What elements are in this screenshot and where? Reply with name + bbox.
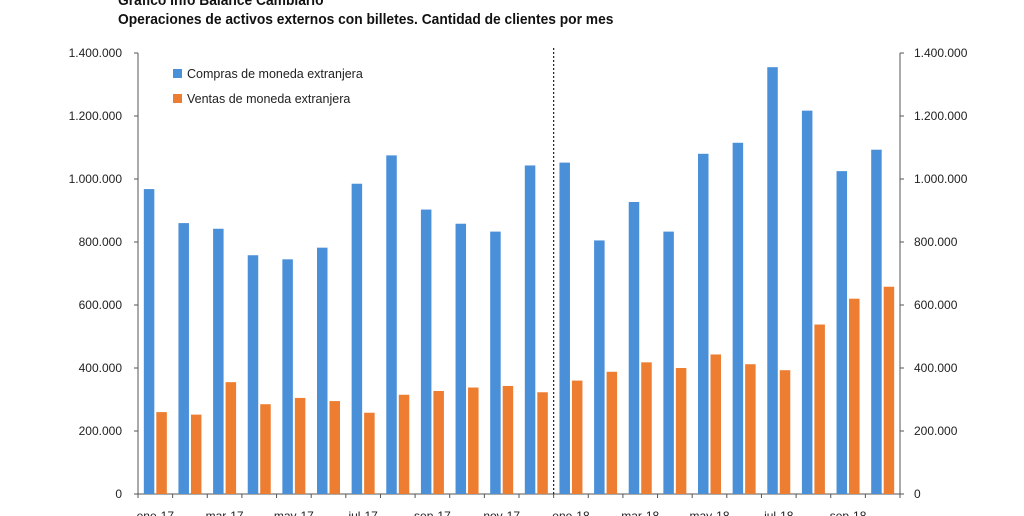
bar-ventas [329,401,340,494]
bar-ventas [641,362,652,494]
bar-compras [351,183,363,494]
bar-ventas [225,382,237,494]
chart-title-block: Gráfico Info Balance Cambiario Operacion… [118,0,657,29]
chart-title: Gráfico Info Balance Cambiario [118,0,324,9]
bar-ventas [779,370,791,494]
bar-ventas [745,364,756,494]
chart-legend: Compras de moneda extranjera Ventas de mo… [173,67,363,106]
y-tick-label-left: 800.000 [79,235,123,249]
bar-compras [836,171,848,494]
bar-ventas [606,371,618,494]
bar-compras [594,240,605,494]
x-tick-label: nov-17 [483,509,520,516]
y-tick-label-left: 0 [115,487,122,501]
bar-ventas [814,324,825,494]
x-tick-label: mar-18 [621,509,659,516]
y-tick-label-right: 800.000 [914,235,958,249]
bar-ventas [710,354,721,494]
y-tick-label-right: 200.000 [914,424,958,438]
bar-compras [178,223,189,494]
legend-label: Ventas de moneda extranjera [187,92,350,106]
chart-subtitle: Operaciones de activos externos con bill… [118,11,614,28]
bar-ventas [433,390,444,494]
bar-compras [455,223,467,495]
bar-compras [732,142,744,494]
bar-ventas [883,286,895,494]
bar-ventas [364,412,375,494]
x-tick-label: jul-17 [347,509,378,516]
y-tick-label-left: 400.000 [79,361,123,375]
y-tick-label-right: 600.000 [914,298,958,312]
chart-bars [143,67,895,495]
x-tick-label: sep-17 [414,509,451,516]
bar-compras [698,153,709,495]
bar-compras [490,231,501,495]
bar-compras [871,149,882,494]
y-tick-label-right: 1.400.000 [914,46,968,60]
y-tick-label-left: 1.200.000 [69,109,123,123]
y-tick-label-right: 1.200.000 [914,109,968,123]
x-tick-label: ene-18 [552,509,590,516]
x-tick-label: jul-18 [763,509,794,516]
bar-compras [143,189,155,494]
bar-ventas [849,298,860,494]
bar-compras [559,162,570,494]
x-tick-label: mar-17 [206,509,244,516]
bar-compras [213,228,224,494]
chart-axes: 0 0 200.000 200.000 400.000 400.000 600.000 600… [69,46,968,516]
bar-compras [317,247,328,494]
bar-ventas [537,392,548,494]
bar-compras [663,231,674,495]
bar-ventas [260,404,271,494]
y-tick-label-left: 1.400.000 [69,46,123,60]
legend-label: Compras de moneda extranjera [187,67,363,81]
bar-ventas [468,387,479,494]
bar-compras [628,201,640,494]
bar-ventas [294,397,306,494]
y-tick-label-right: 400.000 [914,361,958,375]
y-tick-label-left: 600.000 [79,298,123,312]
bar-ventas [502,385,514,494]
bar-compras [767,67,778,495]
x-tick-label: ene-17 [137,509,175,516]
bar-compras [386,155,397,494]
bar-ventas [571,380,583,494]
bar-compras [420,209,432,494]
y-tick-label-right: 1.000.000 [914,172,968,186]
bar-ventas [190,414,202,494]
legend-swatch [173,69,182,78]
y-tick-label-left: 1.000.000 [69,172,123,186]
y-tick-label-right: 0 [914,487,921,501]
bar-ventas [675,368,687,494]
x-tick-label: may-17 [274,509,314,516]
x-tick-label: may-18 [689,509,729,516]
bar-ventas [156,412,167,494]
y-tick-label-left: 200.000 [79,424,123,438]
x-tick-label: sep-18 [830,509,867,516]
bar-ventas [398,394,410,494]
bar-compras [801,110,813,495]
legend-swatch [173,94,182,103]
bar-compras [247,255,259,494]
bar-compras [524,165,536,494]
bar-compras [282,259,293,494]
